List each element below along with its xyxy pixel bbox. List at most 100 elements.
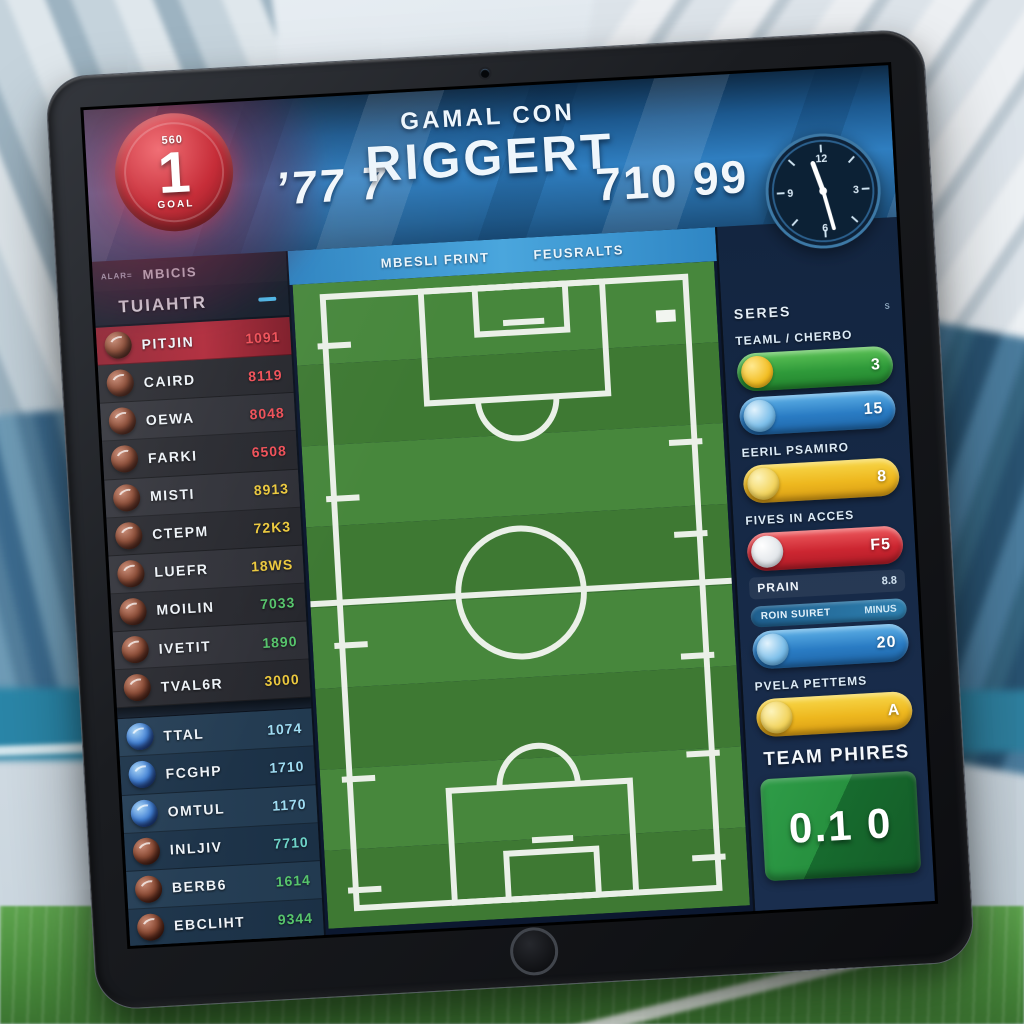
analog-clock-icon: 12 3 6 9 [765, 133, 881, 249]
soccer-field [290, 261, 754, 937]
stat-small-row[interactable]: PRAIN 8.8 [748, 569, 906, 600]
brown-ball-icon [134, 874, 163, 904]
header-title: GAMAL CON RIGGERT [363, 97, 616, 193]
player-value: 7710 [273, 833, 310, 852]
player-value: 8913 [253, 480, 290, 499]
stat-section-label: FIVES IN ACCES [745, 507, 855, 528]
pill-value: A [887, 701, 901, 720]
player-value: 9344 [277, 910, 314, 929]
clock-6: 6 [822, 222, 829, 234]
corner-marker [655, 309, 676, 323]
brown-ball-icon [136, 912, 165, 942]
pill-value: 3 [870, 356, 882, 374]
pill-value: F5 [869, 535, 892, 554]
bar-value: MINUS [864, 603, 897, 617]
stat-pill-blue[interactable]: 15 [738, 389, 897, 436]
player-name: IVETIT [158, 637, 212, 657]
stat-pill-yellow[interactable]: A [755, 690, 914, 738]
badge-number: 1 [156, 139, 193, 206]
badge-top-label: 560 [161, 133, 184, 147]
player-value: 1170 [271, 795, 308, 814]
pill-knob-icon [746, 466, 781, 501]
brown-ball-icon [108, 407, 137, 436]
brown-ball-icon [120, 635, 150, 664]
player-name: LUEFR [153, 561, 209, 581]
player-name: PITJIN [141, 332, 195, 352]
title-main: RIGGERT [363, 122, 616, 193]
stats-panel: SERES s TEAML / CHERBO 3 15 EERIL PSAMIRO 8 F… [714, 216, 935, 914]
field-panel: MBESLI FRINT FEUSRALTS [287, 227, 754, 937]
soccer-pitch-diagram [292, 261, 750, 929]
player-value: 1710 [268, 757, 305, 776]
team-scores-heading: TEAM PHIRES [763, 741, 911, 771]
brown-ball-icon [118, 597, 148, 626]
player-value: 1614 [275, 872, 312, 890]
player-name: INLJIV [169, 838, 223, 858]
front-camera [480, 68, 490, 78]
player-panel: ALAR= MBICIS TUIAHTR PITJIN1091CAIRD8119… [91, 250, 327, 946]
blue-ball-icon [130, 798, 159, 828]
small-row-label: PRAIN [756, 578, 800, 596]
pill-knob-icon [742, 399, 777, 433]
blue-ball-icon [125, 722, 155, 752]
pill-knob-icon [740, 355, 775, 389]
home-button[interactable] [508, 926, 560, 977]
player-value: 7033 [259, 594, 296, 613]
brown-ball-icon [106, 368, 135, 398]
tab-results[interactable]: FEUSRALTS [533, 241, 625, 262]
player-name: CTEPM [151, 523, 210, 543]
brown-ball-icon [123, 673, 152, 702]
stats-blocks: TEAML / CHERBO 3 15 EERIL PSAMIRO 8 FIVES IN … [734, 315, 922, 882]
small-row-value: 8.8 [881, 574, 898, 588]
player-name: EBCLIHT [173, 913, 246, 934]
pill-knob-icon [755, 632, 790, 667]
pill-value: 8 [876, 467, 888, 486]
app-screen: 560 1 GOAL ’77 7 GAMAL CON RIGGERT 710 9… [83, 65, 935, 946]
player-value: 1091 [244, 328, 281, 347]
clock-3: 3 [853, 184, 860, 196]
player-list: PITJIN 1091 CAIRD 8119 OEWA 8048 FARKI 6508 MIST… [95, 317, 325, 946]
stat-section-label: EERIL PSAMIRO [741, 439, 850, 460]
stat-bar-row[interactable]: ROIN SUIRET MINUS [750, 598, 908, 628]
brown-ball-icon [112, 483, 141, 512]
tablet-device: 560 1 GOAL ’77 7 GAMAL CON RIGGERT 710 9… [44, 28, 976, 1011]
team-score-value: 0.1 0 [787, 799, 894, 852]
player-name: MISTI [149, 485, 196, 505]
clock-9: 9 [787, 188, 794, 200]
clock-12: 12 [815, 153, 828, 166]
player-value: 1890 [261, 632, 298, 651]
stat-pill-blue[interactable]: 20 [751, 622, 910, 670]
pill-knob-icon [759, 700, 794, 735]
player-value: 3000 [264, 670, 301, 689]
player-value: 8119 [247, 366, 283, 385]
player-value: 6508 [251, 442, 288, 461]
pill-knob-icon [750, 534, 785, 569]
player-name: OEWA [145, 409, 196, 428]
brown-ball-icon [103, 330, 133, 360]
bar-label: ROIN SUIRET [760, 607, 831, 623]
player-name: CAIRD [143, 371, 196, 390]
right-score: 710 99 [594, 150, 750, 211]
pill-value: 20 [876, 633, 897, 652]
player-value: 72K3 [253, 518, 292, 537]
brown-ball-icon [114, 521, 144, 550]
tab-field-front[interactable]: MBESLI FRINT [380, 249, 490, 271]
series-badge: s [884, 299, 890, 312]
player-value: 1074 [266, 719, 303, 738]
player-name: MOILIN [156, 599, 215, 619]
stat-pill-yellow[interactable]: 8 [742, 457, 901, 504]
player-name: OMTUL [167, 800, 226, 820]
badge-bottom-label: GOAL [157, 198, 195, 212]
stat-section-label: TEAML / CHERBO [735, 327, 853, 349]
stat-pill-red[interactable]: F5 [746, 525, 905, 572]
player-name: FCGHP [165, 762, 223, 782]
stat-pill-green[interactable]: 3 [736, 345, 894, 393]
blue-ball-icon [127, 760, 157, 790]
series-label: SERES [733, 302, 792, 323]
brown-ball-icon [132, 836, 161, 866]
player-name: TTAL [163, 725, 205, 744]
team-score-card: 0.1 0 [759, 770, 922, 882]
player-name: TVAL6R [160, 674, 224, 695]
player-name: FARKI [147, 447, 198, 467]
